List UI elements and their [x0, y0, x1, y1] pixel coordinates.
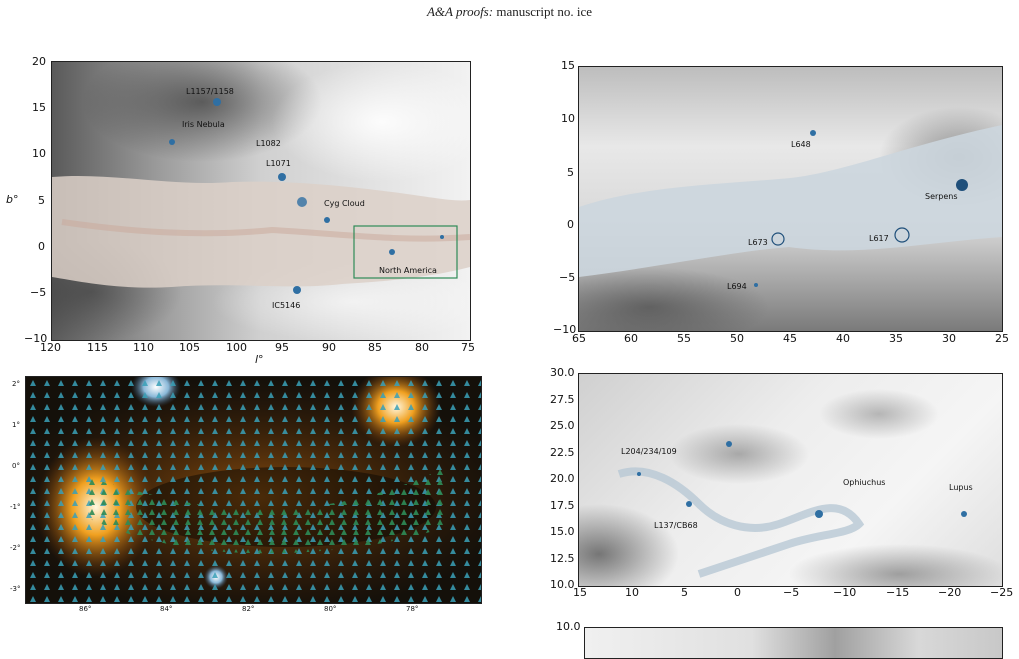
label-ophiuchus: Ophiuchus [843, 478, 886, 487]
label-serpens: Serpens [925, 192, 958, 201]
header-manuscript: manuscript no. ice [493, 4, 592, 19]
label-l204: L204/234/109 [621, 447, 677, 456]
xtick: 5 [681, 586, 688, 599]
running-header: A&A proofs: manuscript no. ice [0, 4, 1019, 20]
sky-photo-image [26, 377, 481, 603]
ytick: 10.0 [550, 578, 575, 591]
serpens-map-image [579, 107, 1002, 331]
label-north-america: North America [379, 266, 437, 275]
sky-photo [25, 376, 482, 604]
xtick: 35 [889, 332, 903, 345]
label-l1157: L1157/1158 [186, 87, 234, 96]
label-lupus: Lupus [949, 483, 973, 492]
label-l137: L137/CB68 [654, 521, 698, 530]
xtick: 40 [836, 332, 850, 345]
ophiuchus-map-image [579, 389, 1002, 586]
ytick: 2° [12, 380, 20, 388]
xtick: 85 [368, 341, 382, 354]
ytick: 22.5 [550, 446, 575, 459]
xtick: −25 [990, 586, 1014, 599]
ytick: 0 [38, 240, 45, 253]
ytick: −10 [553, 323, 577, 336]
cygnus-map: L1157/1158 Iris Nebula L1082 L1071 Cyg C… [51, 61, 471, 341]
cygnus-map-image [52, 62, 470, 340]
xtick: 100 [226, 341, 247, 354]
ytick: −5 [30, 286, 47, 299]
xtick: 60 [624, 332, 638, 345]
ytick: 0 [567, 218, 574, 231]
ytick: 20.0 [550, 472, 575, 485]
xtick: −20 [938, 586, 962, 599]
ytick: 5 [38, 194, 45, 207]
xtick: 50 [730, 332, 744, 345]
ytick: 10 [561, 112, 575, 125]
ytick: 17.5 [550, 499, 575, 512]
xtick: 80 [415, 341, 429, 354]
xtick: 78° [406, 605, 419, 613]
ytick: 15 [561, 59, 575, 72]
ytick: 27.5 [550, 393, 575, 406]
north-america-box [353, 225, 458, 279]
header-journal: A&A proofs: [426, 4, 494, 19]
xtick: 55 [677, 332, 691, 345]
label-l694: L694 [727, 282, 747, 291]
ophiuchus-map: L204/234/109 Ophiuchus Lupus L137/CB68 [578, 373, 1003, 587]
xtick: 95 [275, 341, 289, 354]
ytick: 10 [32, 147, 46, 160]
ytick: 12.5 [550, 552, 575, 565]
bottom-right-map [584, 627, 1003, 659]
xtick: 120 [40, 341, 61, 354]
xtick: 90 [322, 341, 336, 354]
ytick: -2° [10, 544, 21, 552]
xtick: −10 [833, 586, 857, 599]
ytick: −10 [24, 332, 48, 345]
label-l1071: L1071 [266, 159, 291, 168]
xtick: 84° [160, 605, 173, 613]
xtick: 82° [242, 605, 255, 613]
xtick: 80° [324, 605, 337, 613]
serpens-map: L648 Serpens L673 L617 L694 [578, 66, 1003, 332]
ytick: 15 [32, 101, 46, 114]
ytick: 10.0 [556, 620, 581, 633]
label-iris-nebula: Iris Nebula [182, 120, 225, 129]
xtick: 10 [625, 586, 639, 599]
label-l673: L673 [748, 238, 768, 247]
x-axis-label: l° [255, 353, 264, 366]
ytick: 5 [567, 166, 574, 179]
xtick: 15 [573, 586, 587, 599]
label-cyg-cloud: Cyg Cloud [324, 199, 365, 208]
ytick: −5 [559, 271, 576, 284]
ytick: -1° [10, 503, 21, 511]
xtick: −5 [783, 586, 800, 599]
label-l1082: L1082 [256, 139, 281, 148]
y-axis-label: b° [6, 193, 19, 206]
xtick: 115 [87, 341, 108, 354]
ytick: 0° [12, 462, 20, 470]
label-l648: L648 [791, 140, 811, 149]
xtick: 86° [79, 605, 92, 613]
xtick: 45 [783, 332, 797, 345]
xtick: 65 [572, 332, 586, 345]
xtick: 75 [461, 341, 475, 354]
ytick: 30.0 [550, 366, 575, 379]
xtick: 105 [179, 341, 200, 354]
ytick: 20 [32, 55, 46, 68]
xtick: 25 [995, 332, 1009, 345]
xtick: 30 [942, 332, 956, 345]
ytick: -3° [10, 585, 21, 593]
xtick: −15 [886, 586, 910, 599]
label-ic5146: IC5146 [272, 301, 301, 310]
xtick: 0 [734, 586, 741, 599]
ytick: 15.0 [550, 525, 575, 538]
ytick: 1° [12, 421, 20, 429]
label-l617: L617 [869, 234, 889, 243]
ytick: 25.0 [550, 419, 575, 432]
xtick: 110 [133, 341, 154, 354]
